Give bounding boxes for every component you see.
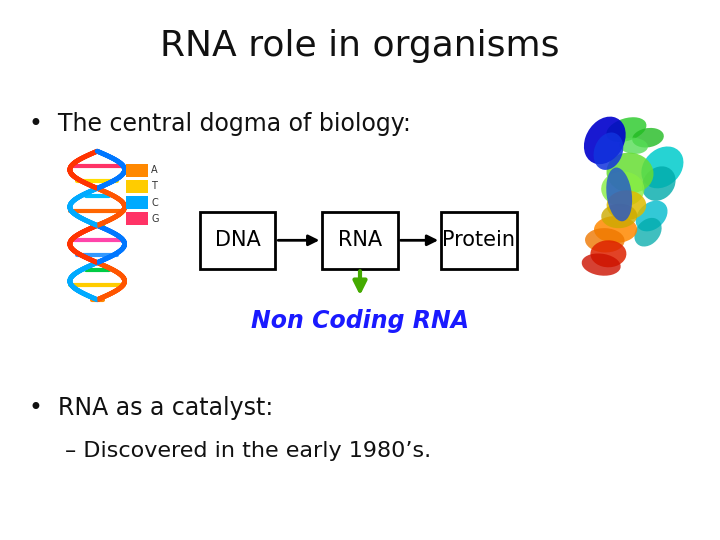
Ellipse shape: [642, 166, 675, 201]
Text: DNA: DNA: [215, 230, 261, 251]
Text: T: T: [151, 181, 157, 191]
Text: RNA: RNA: [338, 230, 382, 251]
Text: RNA role in organisms: RNA role in organisms: [161, 29, 559, 63]
Ellipse shape: [606, 167, 632, 221]
FancyBboxPatch shape: [126, 212, 148, 225]
Text: C: C: [151, 198, 158, 207]
Text: – Discovered in the early 1980’s.: – Discovered in the early 1980’s.: [65, 441, 431, 461]
Ellipse shape: [590, 240, 626, 267]
Ellipse shape: [601, 172, 644, 206]
Ellipse shape: [607, 191, 646, 220]
FancyBboxPatch shape: [200, 212, 275, 268]
Ellipse shape: [642, 146, 683, 188]
Ellipse shape: [636, 201, 667, 231]
Ellipse shape: [601, 204, 637, 228]
Ellipse shape: [632, 128, 664, 147]
FancyBboxPatch shape: [441, 212, 517, 268]
Ellipse shape: [619, 138, 648, 154]
FancyBboxPatch shape: [126, 196, 148, 209]
FancyBboxPatch shape: [323, 212, 397, 268]
Ellipse shape: [582, 253, 621, 276]
Ellipse shape: [606, 153, 654, 193]
Text: A: A: [151, 165, 158, 175]
Ellipse shape: [606, 117, 647, 142]
Text: Protein: Protein: [442, 230, 516, 251]
Ellipse shape: [594, 216, 637, 243]
FancyBboxPatch shape: [126, 180, 148, 193]
Text: •  The central dogma of biology:: • The central dogma of biology:: [29, 112, 410, 136]
Text: G: G: [151, 214, 158, 224]
Ellipse shape: [585, 228, 624, 253]
Ellipse shape: [584, 117, 626, 164]
Text: Non Coding RNA: Non Coding RNA: [251, 309, 469, 333]
Text: •  RNA as a catalyst:: • RNA as a catalyst:: [29, 396, 273, 420]
Ellipse shape: [593, 132, 624, 170]
FancyBboxPatch shape: [126, 164, 148, 177]
Ellipse shape: [634, 218, 662, 247]
